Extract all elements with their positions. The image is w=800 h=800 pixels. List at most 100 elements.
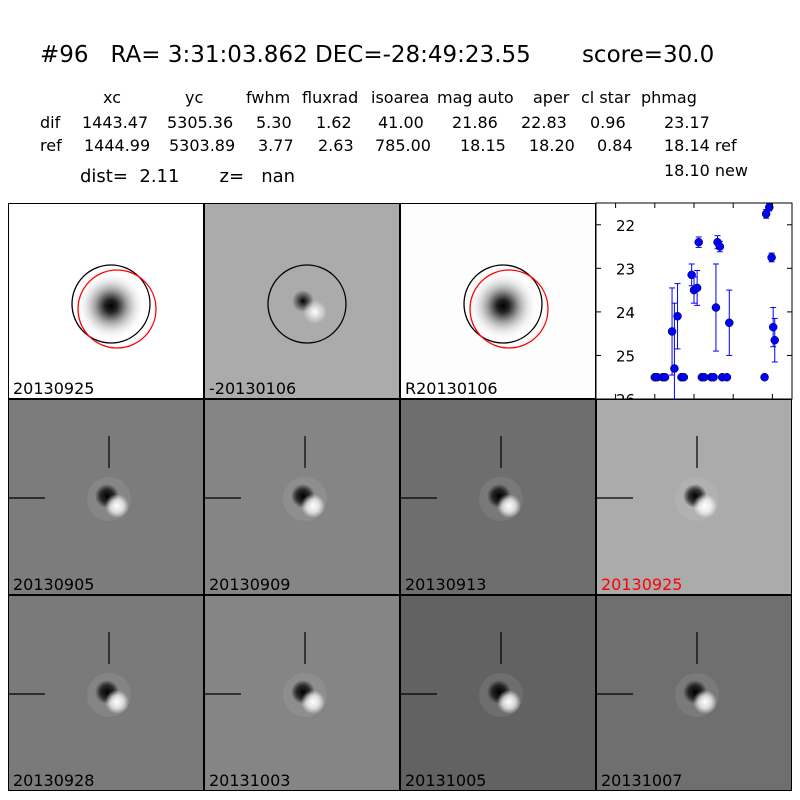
row-label-dif: dif [40,113,61,132]
ref-isoarea: 785.00 [375,136,431,155]
stamp-new: 20130925 [8,203,204,399]
stamp-epoch-20130928: 20130928 [8,595,204,791]
lightcurve-svg: −100−500501002223242526 [595,202,793,422]
y-tick-label: 22 [616,217,635,235]
ref-aper: 18.20 [529,136,575,155]
stamp-epoch-20130913: 20130913 [400,399,596,595]
y-tick-label: 23 [616,260,635,278]
data-point [670,364,679,373]
row-label-ref: ref [40,136,62,155]
dipole-positive [301,690,325,714]
dif-phmag: 23.17 [664,113,710,132]
data-point [694,237,703,247]
data-point [660,372,670,382]
stamp-epoch-20130909: 20130909 [204,399,400,595]
stamp-epoch-image [597,400,791,594]
ref-cl-star: 0.84 [597,136,633,155]
dif-mag-auto: 21.86 [452,113,498,132]
ref-mag-auto: 18.15 [460,136,506,155]
star-source [77,272,145,340]
ref-phmag: 18.14 ref [664,136,737,155]
stamp-epoch-image [9,596,203,790]
stamp-ref-label: R20130106 [405,379,498,398]
col-header-aper: aper [533,88,570,107]
data-point [722,372,732,382]
col-header-fluxrad: fluxrad [302,88,359,107]
data-point [709,372,718,382]
y-tick-label: 25 [616,347,635,365]
col-header-cl-star: cl star [581,88,631,107]
data-point [770,335,780,345]
dif-fluxrad: 1.62 [316,113,352,132]
ref-xc: 1444.99 [84,136,151,155]
ref-yc: 5303.89 [169,136,236,155]
col-header-xc: xc [103,88,121,107]
stamp-epoch-label: 20130925 [601,575,683,594]
stamp-new-image [9,204,203,398]
dif-isoarea: 41.00 [378,113,424,132]
stamp-epoch-20131005: 20131005 [400,595,596,791]
dif-fwhm: 5.30 [256,113,292,132]
stamp-epoch-label: 20131003 [209,771,291,790]
aperture-circle-red [77,269,157,349]
data-point [679,372,689,382]
stamp-epoch-20130905: 20130905 [8,399,204,595]
stamp-diff-image [205,204,399,398]
phmag-new: 18.10 new [664,161,748,180]
stamp-epoch-label: 20130928 [13,771,95,790]
col-header-yc: yc [185,88,204,107]
aperture-circle-black [463,264,543,344]
data-point [715,242,725,251]
data-point [725,318,734,328]
stamp-epoch-image [597,596,791,790]
dipole-positive [105,494,129,518]
stamp-epoch-image [205,596,399,790]
dipole-positive [693,494,717,518]
stamp-epoch-20131003: 20131003 [204,595,400,791]
data-point [760,372,769,382]
stamp-epoch-label: 20131007 [601,771,683,790]
dipole-positive [105,690,129,714]
stamp-epoch-20130925: 20130925 [596,399,792,595]
stamp-epoch-image [205,400,399,594]
stamp-epoch-label: 20130905 [13,575,95,594]
stamp-grid: 20130925 -20130106 R20130106 −100−500501… [8,202,793,791]
col-header-isoarea: isoarea [371,88,430,107]
ref-fwhm: 3.77 [258,136,294,155]
dif-cl-star: 0.96 [590,113,626,132]
aperture-circle-black [267,264,347,344]
lightcurve-plot: −100−500501002223242526 [595,202,793,422]
data-point [692,283,702,293]
data-point [673,311,682,321]
y-tick-label: 24 [616,304,635,322]
ref-fluxrad: 2.63 [318,136,354,155]
stamp-epoch-label: 20131005 [405,771,487,790]
stamp-ref: R20130106 [400,203,596,399]
data-point [699,372,709,382]
stamp-new-label: 20130925 [13,379,95,398]
dipole-positive [693,690,717,714]
dif-xc: 1443.47 [82,113,149,132]
stamp-epoch-image [401,596,595,790]
dipole-positive [497,494,521,518]
stamp-diff: -20130106 [204,203,400,399]
data-point [767,253,776,262]
star-source [469,272,537,340]
dipole-positive [303,300,327,324]
data-point [711,303,721,312]
data-point [768,322,778,332]
dif-aper: 22.83 [521,113,567,132]
stamp-epoch-label: 20130913 [405,575,487,594]
dipole-positive [497,690,521,714]
stamp-epoch-label: 20130909 [209,575,291,594]
col-header-mag-auto: mag auto [437,88,514,107]
col-header-fwhm: fwhm [246,88,291,107]
dipole-positive [301,494,325,518]
dif-yc: 5305.36 [167,113,234,132]
col-header-phmag: phmag [641,88,697,107]
stamp-epoch-20131007: 20131007 [596,595,792,791]
aperture-circle-black [71,264,151,344]
stamp-ref-image [401,204,595,398]
dist-z-line: dist= 2.11 z= nan [80,166,296,187]
data-point [765,203,774,212]
